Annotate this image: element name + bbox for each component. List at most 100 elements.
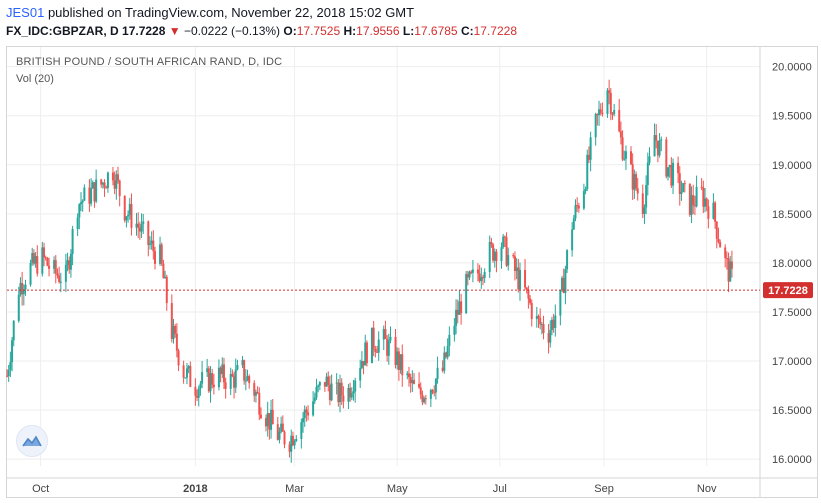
x-tick-label: Oct <box>32 483 49 495</box>
candle-body <box>93 182 96 202</box>
last-price-label-bg <box>763 282 813 299</box>
candle-body <box>9 362 12 371</box>
candle-body <box>633 174 636 190</box>
candle-body <box>34 256 37 264</box>
candle-body <box>645 184 648 208</box>
candle-body <box>148 243 151 245</box>
candle-body <box>559 290 562 316</box>
candle-body <box>312 401 315 416</box>
candle-body <box>185 368 188 378</box>
candle-body <box>201 372 204 384</box>
candle-body <box>337 382 340 403</box>
last-price: 17.7228 <box>122 24 166 38</box>
candle-body <box>401 354 404 376</box>
y-tick-label: 18.0000 <box>772 258 812 270</box>
candle-body <box>374 348 377 352</box>
candle-body <box>78 204 81 218</box>
last-price-label: 17.7228 <box>768 285 808 297</box>
candle-body <box>406 373 409 376</box>
candle-body <box>730 261 733 269</box>
candle-body <box>360 361 363 369</box>
candle-body <box>197 388 200 398</box>
chart-header: JES01 published on TradingView.com, Nove… <box>0 0 821 46</box>
candle-body <box>339 382 342 403</box>
candle-body <box>234 369 237 388</box>
candle-body <box>584 188 587 192</box>
candle-body <box>53 260 56 269</box>
candle-body <box>690 195 693 215</box>
candle-body <box>665 139 668 177</box>
candle-body <box>656 140 659 156</box>
tradingview-logo-icon[interactable] <box>16 425 48 457</box>
candle-body <box>256 392 259 394</box>
candle-body <box>621 137 624 160</box>
candle-body <box>58 275 61 283</box>
author-link[interactable]: JES01 <box>6 5 45 20</box>
candle-body <box>587 154 590 160</box>
candle-body <box>572 218 575 230</box>
candle-body <box>399 354 402 370</box>
candle-body <box>113 180 116 189</box>
candle-body <box>418 383 421 388</box>
candle-body <box>246 376 249 381</box>
candle-body <box>564 269 567 294</box>
y-tick-label: 17.0000 <box>772 356 812 368</box>
candle-body <box>123 195 126 221</box>
candle-body <box>81 200 84 203</box>
candle-body <box>174 325 177 334</box>
candle-body <box>125 216 128 221</box>
candle-body <box>500 247 503 262</box>
candle-body <box>135 223 138 228</box>
candle-body <box>419 387 422 395</box>
candle-body <box>411 380 414 384</box>
candle-body <box>184 377 187 379</box>
candle-body <box>142 221 145 225</box>
candle-body <box>24 284 27 290</box>
candle-body <box>502 236 505 248</box>
high-label: H: <box>343 24 357 38</box>
candle-body <box>154 251 157 264</box>
candle-body <box>409 377 412 384</box>
candle-body <box>106 172 109 189</box>
chart-area[interactable] <box>6 46 818 498</box>
candle-body <box>352 391 355 394</box>
candle-body <box>44 257 47 259</box>
candle-body <box>465 274 468 314</box>
volume-indicator-label[interactable]: Vol (20) <box>16 73 54 85</box>
candle-body <box>550 319 553 331</box>
candle-body <box>382 329 385 340</box>
close-label: C: <box>460 24 474 38</box>
y-tick-label: 17.5000 <box>772 307 812 319</box>
y-tick-label: 19.0000 <box>772 160 812 172</box>
candle-body <box>423 398 426 403</box>
candle-body <box>224 382 227 389</box>
candle-body <box>655 135 658 141</box>
candle-body <box>31 253 34 264</box>
candle-body <box>253 383 256 396</box>
candle-body <box>233 376 236 388</box>
candle-body <box>629 151 632 165</box>
chart-title: BRITISH POUND / SOUTH AFRICAN RAND, D, I… <box>16 56 283 68</box>
candle-body <box>100 179 103 185</box>
candle-body <box>611 113 614 115</box>
candle-body <box>431 389 434 393</box>
candle-body <box>340 382 343 396</box>
candle-body <box>83 187 86 201</box>
candle-body <box>717 238 720 242</box>
candle-body <box>11 340 14 363</box>
candle-body <box>6 375 8 377</box>
candle-body <box>608 90 611 93</box>
candle-body <box>300 422 303 439</box>
candle-body <box>478 273 481 282</box>
candle-body <box>677 162 680 174</box>
candle-body <box>325 376 328 387</box>
candle-body <box>443 352 446 371</box>
candle-body <box>386 338 389 356</box>
candle-body <box>609 92 612 114</box>
candle-body <box>678 173 681 194</box>
candle-body <box>641 193 644 214</box>
candle-body <box>490 242 493 245</box>
candle-body <box>518 269 521 290</box>
candle-body <box>601 112 604 115</box>
